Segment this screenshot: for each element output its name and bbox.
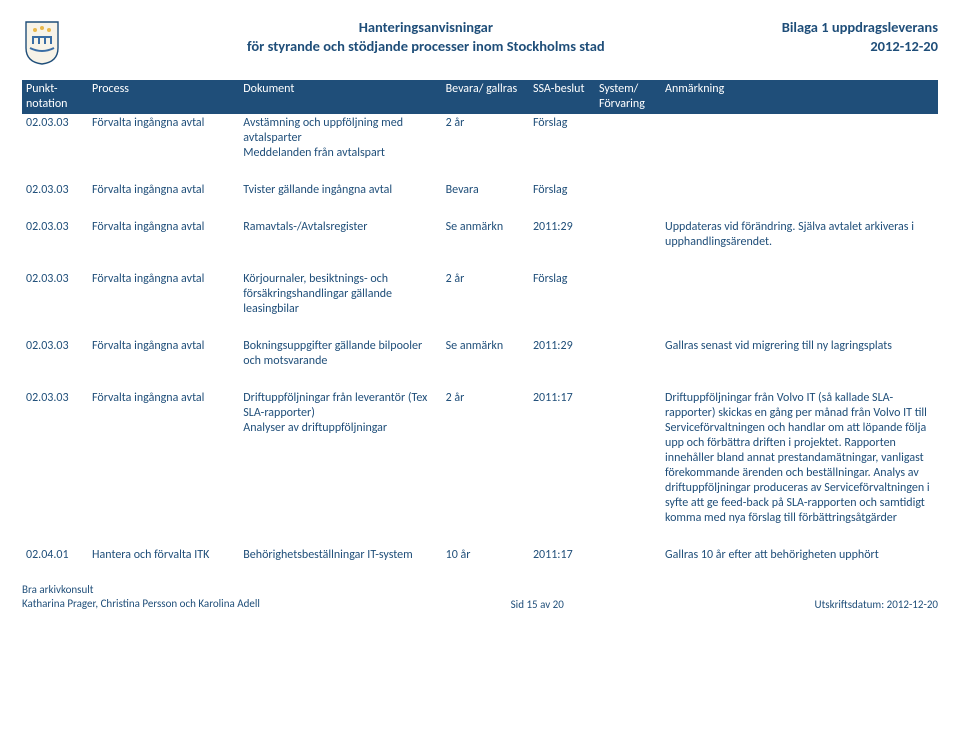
cell: Förvalta ingångna avtal [88, 337, 239, 371]
cell: Behörighetsbeställningar IT-system [239, 546, 441, 565]
right-line1: Bilaga 1 uppdragsleverans [782, 18, 938, 37]
cell [595, 270, 661, 319]
footer-left-line1: Bra arkivkonsult [22, 583, 260, 597]
cell: Förslag [529, 270, 595, 319]
cell [595, 218, 661, 252]
table-row: 02.04.01Hantera och förvalta ITKBehörigh… [22, 546, 938, 565]
cell: Uppdateras vid förändring. Själva avtale… [661, 218, 938, 252]
cell [661, 270, 938, 319]
col-system: System/Förvaring [595, 80, 661, 114]
cell: 02.03.03 [22, 389, 88, 528]
footer-center: Sid 15 av 20 [511, 598, 564, 611]
cell: Förvalta ingångna avtal [88, 389, 239, 528]
table-row: 02.03.03Förvalta ingångna avtalDriftuppf… [22, 389, 938, 528]
cell: Bokningsuppgifter gällande bilpooler och… [239, 337, 441, 371]
table-row: 02.03.03Förvalta ingångna avtalKörjourna… [22, 270, 938, 319]
title-line1: Hanteringsanvisningar [70, 18, 782, 37]
table-body: 02.03.03Förvalta ingångna avtalAvstämnin… [22, 114, 938, 565]
table-header: Punkt-notation Process Dokument Bevara/ … [22, 80, 938, 114]
col-dokument: Dokument [239, 80, 441, 114]
page-footer: Bra arkivkonsult Katharina Prager, Chris… [22, 583, 938, 611]
table-row: 02.03.03Förvalta ingångna avtalAvstämnin… [22, 114, 938, 163]
col-anmarkning: Anmärkning [661, 80, 938, 114]
logo [22, 18, 64, 70]
cell: Körjournaler, besiktnings- och försäkrin… [239, 270, 441, 319]
col-process: Process [88, 80, 239, 114]
cell: 02.03.03 [22, 218, 88, 252]
footer-right: Utskriftsdatum: 2012-12-20 [815, 598, 938, 611]
cell [661, 181, 938, 200]
cell: 02.03.03 [22, 337, 88, 371]
title-block: Hanteringsanvisningar för styrande och s… [70, 18, 782, 56]
cell: Förvalta ingångna avtal [88, 181, 239, 200]
cell: 02.03.03 [22, 181, 88, 200]
page-header: Hanteringsanvisningar för styrande och s… [22, 18, 938, 70]
cell: 02.04.01 [22, 546, 88, 565]
cell: 02.03.03 [22, 270, 88, 319]
footer-left: Bra arkivkonsult Katharina Prager, Chris… [22, 583, 260, 611]
cell: Förvalta ingångna avtal [88, 270, 239, 319]
cell: 2011:29 [529, 337, 595, 371]
cell: 2011:17 [529, 389, 595, 528]
cell: Förvalta ingångna avtal [88, 218, 239, 252]
cell: Tvister gällande ingångna avtal [239, 181, 441, 200]
cell: 2 år [442, 270, 529, 319]
cell: Se anmärkn [442, 337, 529, 371]
table-row [22, 200, 938, 218]
cell: Se anmärkn [442, 218, 529, 252]
table-row: 02.03.03Förvalta ingångna avtalRamavtals… [22, 218, 938, 252]
cell [595, 114, 661, 163]
cell: Gallras 10 år efter att behörigheten upp… [661, 546, 938, 565]
col-ssa: SSA-beslut [529, 80, 595, 114]
cell: Gallras senast vid migrering till ny lag… [661, 337, 938, 371]
cell: Driftuppföljningar från leverantör (Tex … [239, 389, 441, 528]
cell: Förvalta ingångna avtal [88, 114, 239, 163]
table-row [22, 252, 938, 270]
table-row: 02.03.03Förvalta ingångna avtalTvister g… [22, 181, 938, 200]
cell: Ramavtals-/Avtalsregister [239, 218, 441, 252]
cell: 10 år [442, 546, 529, 565]
cell [661, 114, 938, 163]
cell: Driftuppföljningar från Volvo IT (så kal… [661, 389, 938, 528]
cell [595, 337, 661, 371]
col-bevara: Bevara/ gallras [442, 80, 529, 114]
cell: Förslag [529, 181, 595, 200]
footer-left-line2: Katharina Prager, Christina Persson och … [22, 597, 260, 611]
data-table: Punkt-notation Process Dokument Bevara/ … [22, 80, 938, 565]
table-row [22, 319, 938, 337]
cell [595, 546, 661, 565]
table-row: 02.03.03Förvalta ingångna avtalBokningsu… [22, 337, 938, 371]
title-line2: för styrande och stödjande processer ino… [70, 37, 782, 56]
cell: 2011:17 [529, 546, 595, 565]
cell: Avstämning och uppföljning med avtalspar… [239, 114, 441, 163]
cell: 2011:29 [529, 218, 595, 252]
cell [595, 181, 661, 200]
table-row [22, 371, 938, 389]
cell: Bevara [442, 181, 529, 200]
col-punktnotation: Punkt-notation [22, 80, 88, 114]
cell: 2 år [442, 114, 529, 163]
cell [595, 389, 661, 528]
cell: Hantera och förvalta ITK [88, 546, 239, 565]
table-row [22, 163, 938, 181]
cell: Förslag [529, 114, 595, 163]
header-right: Bilaga 1 uppdragsleverans 2012-12-20 [782, 18, 938, 56]
table-row [22, 528, 938, 546]
cell: 2 år [442, 389, 529, 528]
right-line2: 2012-12-20 [782, 37, 938, 56]
cell: 02.03.03 [22, 114, 88, 163]
